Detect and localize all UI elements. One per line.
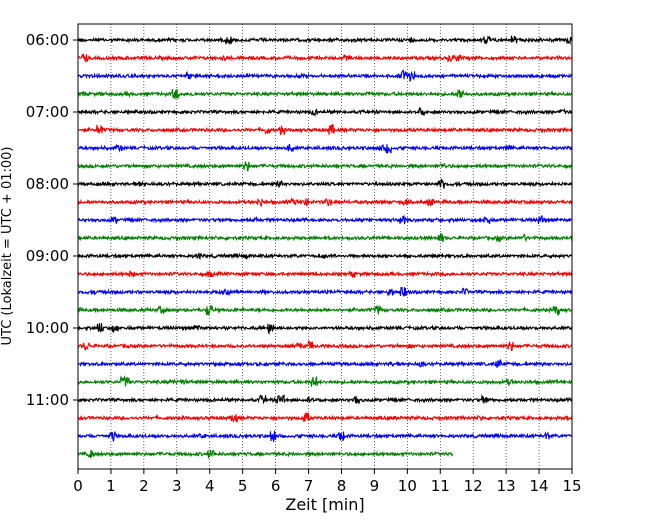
trace-0945 (77, 304, 573, 317)
plot-frame (77, 23, 573, 470)
trace-0630 (77, 69, 573, 83)
trace-1045 (77, 374, 573, 387)
trace-0845 (77, 232, 573, 243)
trace-0600 (77, 35, 573, 46)
trace-1100 (77, 393, 573, 405)
y-tick-label: 06:00 (26, 31, 69, 49)
x-axis-label: Zeit [min] (285, 495, 364, 514)
trace-1015 (77, 340, 573, 352)
y-tick-label: 08:00 (26, 175, 69, 193)
trace-0645 (77, 88, 573, 100)
trace-0715 (77, 123, 573, 136)
y-tick-label: 09:00 (26, 247, 69, 265)
x-tick-label: 12 (464, 477, 483, 495)
trace-0930 (77, 286, 573, 297)
trace-0830 (77, 214, 573, 225)
x-tick-label: 3 (172, 477, 182, 495)
x-tick-label: 0 (73, 477, 83, 495)
y-tick-label: 07:00 (26, 103, 69, 121)
x-tick-label: 15 (562, 477, 581, 495)
x-tick-label: 11 (431, 477, 450, 495)
x-tick-label: 2 (139, 477, 149, 495)
trace-0700 (77, 106, 573, 118)
x-tick-label: 4 (205, 477, 215, 495)
y-axis-label: UTC (Lokalzeit = UTC + 01:00) (0, 147, 15, 346)
x-tick-label: 13 (497, 477, 516, 495)
y-axis: 06:00 07:00 08:00 09:00 10:00 11:00 (26, 31, 78, 409)
x-tick-label: 10 (398, 477, 417, 495)
trace-1030 (77, 359, 573, 368)
trace-0915 (77, 269, 573, 279)
x-tick-label: 14 (530, 477, 549, 495)
trace-0900 (77, 252, 573, 260)
trace-0800 (77, 178, 573, 189)
x-tick-label: 7 (304, 477, 314, 495)
x-tick-label: 1 (106, 477, 116, 495)
trace-1000 (77, 323, 573, 335)
x-tick-label: 8 (337, 477, 347, 495)
trace-1145 (77, 449, 454, 459)
x-tick-label: 9 (370, 477, 380, 495)
x-axis: 0 1 2 3 4 5 6 7 8 9 10 11 12 13 14 15 (73, 469, 582, 495)
vertical-grid (110, 24, 540, 469)
trace-0615 (77, 53, 573, 63)
trace-0745 (77, 161, 573, 172)
trace-1115 (77, 412, 573, 423)
x-tick-label: 6 (271, 477, 281, 495)
trace-0815 (77, 197, 573, 208)
trace-0730 (77, 143, 573, 155)
y-tick-label: 10:00 (26, 319, 69, 337)
trace-group (77, 35, 573, 459)
trace-1130 (77, 430, 573, 443)
x-tick-label: 5 (238, 477, 248, 495)
y-tick-label: 11:00 (26, 391, 69, 409)
